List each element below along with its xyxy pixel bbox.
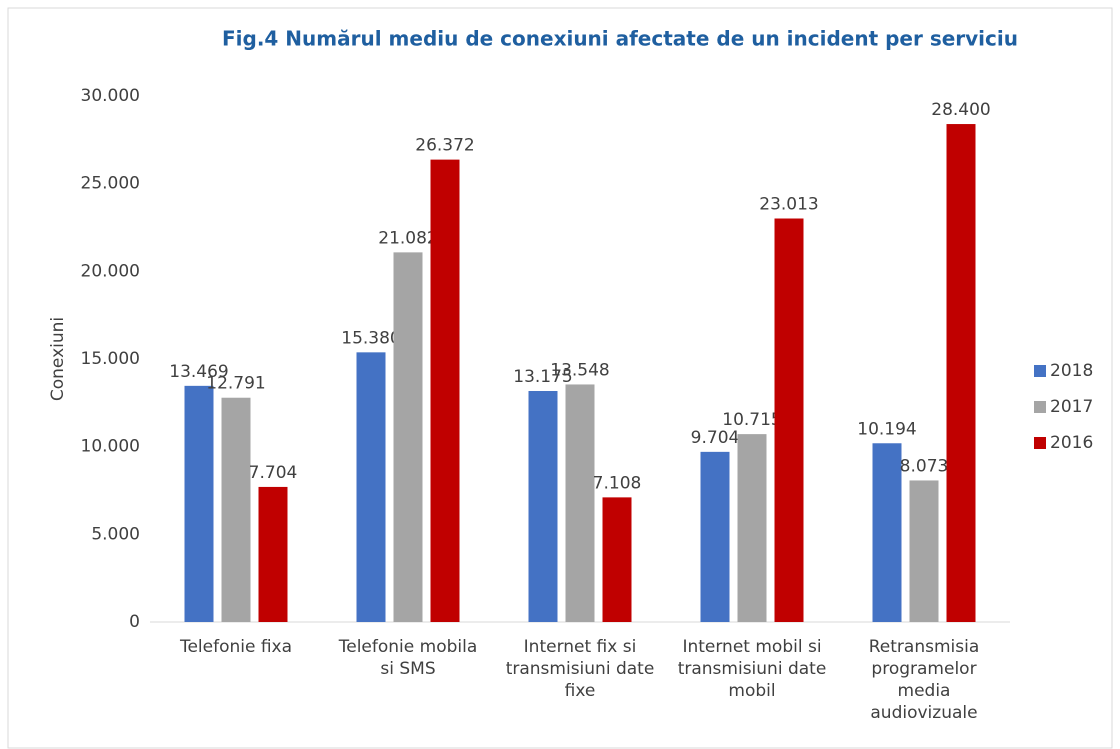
- y-tick-label: 25.000: [81, 174, 140, 194]
- chart-border: [7, 7, 1113, 749]
- data-label: 15.380: [341, 328, 400, 348]
- data-label: 26.372: [415, 136, 474, 156]
- bar: [602, 497, 632, 622]
- legend-label: 2017: [1050, 397, 1093, 417]
- data-label: 7.704: [249, 463, 298, 483]
- data-label: 28.400: [931, 100, 990, 120]
- data-label: 7.108: [593, 473, 642, 493]
- bar: [430, 159, 460, 622]
- chart-title: Fig.4 Numărul mediu de conexiuni afectat…: [222, 27, 1018, 51]
- data-label: 8.073: [900, 456, 949, 476]
- bar: [356, 352, 386, 622]
- data-label: 12.791: [206, 374, 265, 394]
- x-tick-label: Internet mobil si transmisiuni date mobi…: [677, 637, 827, 701]
- data-label: 10.715: [722, 410, 781, 430]
- y-tick-label: 20.000: [81, 261, 140, 281]
- data-label: 13.548: [550, 360, 609, 380]
- y-tick-label: 10.000: [81, 437, 140, 457]
- y-tick-label: 5.000: [91, 524, 140, 544]
- bar: [700, 451, 730, 622]
- bar: [774, 218, 804, 622]
- legend-label: 2016: [1050, 433, 1093, 453]
- x-tick-label: Telefonie fixa: [179, 637, 293, 657]
- data-label: 21.082: [378, 228, 437, 248]
- x-tick-label: Telefonie mobila si SMS: [338, 637, 478, 679]
- y-tick-label: 0: [129, 612, 140, 632]
- data-label: 13.175: [513, 367, 572, 387]
- legend-swatch: [1034, 365, 1046, 377]
- bar: [258, 486, 288, 622]
- y-tick-label: 30.000: [81, 86, 140, 106]
- x-tick-label: Internet fix si transmisiuni date fixe: [505, 637, 655, 701]
- legend-swatch: [1034, 437, 1046, 449]
- legend-swatch: [1034, 401, 1046, 413]
- bar: [737, 434, 767, 622]
- y-tick-label: 15.000: [81, 349, 140, 369]
- data-label: 23.013: [759, 195, 818, 215]
- data-label: 9.704: [691, 428, 740, 448]
- bar: [872, 443, 902, 622]
- x-tick-label: Retransmisia programelor media audiovizu…: [868, 637, 980, 723]
- data-label: 10.194: [857, 419, 916, 439]
- bar: [528, 390, 558, 622]
- bar: [221, 397, 251, 622]
- bar: [393, 252, 423, 622]
- y-axis-label: Conexiuni: [48, 317, 68, 401]
- bar: [184, 385, 214, 622]
- legend-label: 2018: [1050, 361, 1093, 381]
- bar: [946, 124, 976, 622]
- bar: [909, 480, 939, 622]
- bar: [565, 384, 595, 622]
- data-label: 13.469: [169, 362, 228, 382]
